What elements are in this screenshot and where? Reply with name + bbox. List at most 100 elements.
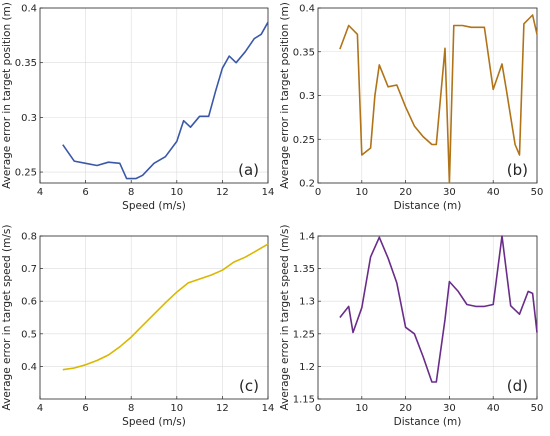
x-tick-label: 10 — [355, 187, 368, 198]
x-tick-label: 20 — [399, 403, 412, 414]
data-point — [448, 280, 450, 282]
data-point — [84, 162, 86, 164]
y-tick-label: 0.4 — [21, 4, 37, 15]
data-point — [62, 144, 64, 146]
y-tick-label: 1.4 — [299, 232, 315, 243]
data-point — [73, 367, 75, 369]
series-line — [62, 21, 269, 180]
data-point — [387, 86, 389, 88]
plot-frame — [39, 235, 269, 400]
data-point — [164, 302, 166, 304]
y-tick-label: 0.35 — [15, 58, 37, 69]
y-axis-label: Average error in target position (m) — [1, 2, 13, 189]
data-point — [153, 162, 155, 164]
data-point — [141, 174, 143, 176]
data-point — [378, 64, 380, 66]
y-axis-label: Average error in target speed (m/s) — [1, 225, 13, 411]
data-point — [422, 355, 424, 357]
data-point — [107, 354, 109, 356]
data-point — [198, 278, 200, 280]
data-point — [531, 292, 533, 294]
x-tick-label: 8 — [128, 187, 134, 198]
x-tick-label: 6 — [82, 403, 88, 414]
series-line — [339, 14, 538, 184]
data-point — [396, 84, 398, 86]
data-point — [369, 256, 371, 258]
data-point — [505, 88, 507, 90]
y-tick-label: 0.4 — [21, 362, 37, 373]
data-point — [84, 364, 86, 366]
panel-label: (b) — [507, 161, 528, 179]
data-point — [339, 48, 341, 50]
data-point — [347, 24, 349, 26]
x-axis-label: Distance (m) — [394, 416, 462, 428]
data-point — [461, 24, 463, 26]
data-point — [210, 274, 212, 276]
data-point — [431, 143, 433, 145]
data-point — [189, 126, 191, 128]
data-point — [518, 154, 520, 156]
data-point — [413, 125, 415, 127]
data-point — [153, 313, 155, 315]
data-point — [208, 115, 210, 117]
x-tick-label: 4 — [37, 187, 43, 198]
x-axis-label: Distance (m) — [394, 200, 462, 212]
data-point — [176, 291, 178, 293]
data-point — [182, 119, 184, 121]
data-point — [404, 106, 406, 108]
data-point — [352, 331, 354, 333]
x-tick-label: 40 — [487, 187, 500, 198]
data-point — [141, 324, 143, 326]
data-point — [510, 305, 512, 307]
data-point — [96, 359, 98, 361]
x-tick-label: 30 — [443, 187, 456, 198]
data-point — [176, 140, 178, 142]
data-point — [396, 282, 398, 284]
data-point — [457, 290, 459, 292]
data-point — [73, 160, 75, 162]
plot-frame — [39, 7, 269, 184]
data-point — [267, 21, 269, 23]
x-tick-label: 50 — [531, 403, 544, 414]
data-point — [96, 164, 98, 166]
data-point — [422, 135, 424, 137]
y-tick-label: 0.3 — [299, 91, 315, 102]
y-tick-label: 0.3 — [21, 113, 37, 124]
data-point — [387, 257, 389, 259]
data-point — [404, 326, 406, 328]
y-tick-label: 0.8 — [21, 232, 37, 243]
data-point — [483, 305, 485, 307]
data-point — [444, 318, 446, 320]
x-tick-label: 6 — [82, 187, 88, 198]
x-tick-label: 30 — [443, 403, 456, 414]
data-point — [369, 147, 371, 149]
chart-panel-2: 0 10 20 30 40 50 0.2 0.25 0.3 0.35 0.4 Distance (m)… — [279, 2, 543, 212]
data-point — [356, 33, 358, 35]
y-tick-label: 0.25 — [15, 168, 37, 179]
data-point — [135, 177, 137, 179]
data-point — [228, 55, 230, 57]
data-point — [267, 243, 269, 245]
y-tick-label: 0.7 — [21, 264, 37, 275]
data-point — [483, 26, 485, 28]
y-tick-label: 0.25 — [293, 135, 315, 146]
data-point — [119, 162, 121, 164]
data-point — [518, 313, 520, 315]
data-point — [501, 235, 503, 237]
data-point — [221, 67, 223, 69]
data-point — [453, 24, 455, 26]
y-tick-label: 0.5 — [21, 329, 37, 340]
x-tick-label: 12 — [216, 187, 229, 198]
data-point — [130, 336, 132, 338]
x-tick-label: 20 — [399, 187, 412, 198]
data-point — [235, 61, 237, 63]
y-tick-label: 1.35 — [293, 264, 315, 275]
data-point — [244, 51, 246, 53]
y-tick-label: 1.2 — [299, 362, 315, 373]
data-point — [253, 37, 255, 39]
data-point — [474, 305, 476, 307]
series-line — [62, 243, 269, 371]
data-point — [413, 333, 415, 335]
data-point — [492, 303, 494, 305]
panel-label: (c) — [239, 377, 259, 395]
